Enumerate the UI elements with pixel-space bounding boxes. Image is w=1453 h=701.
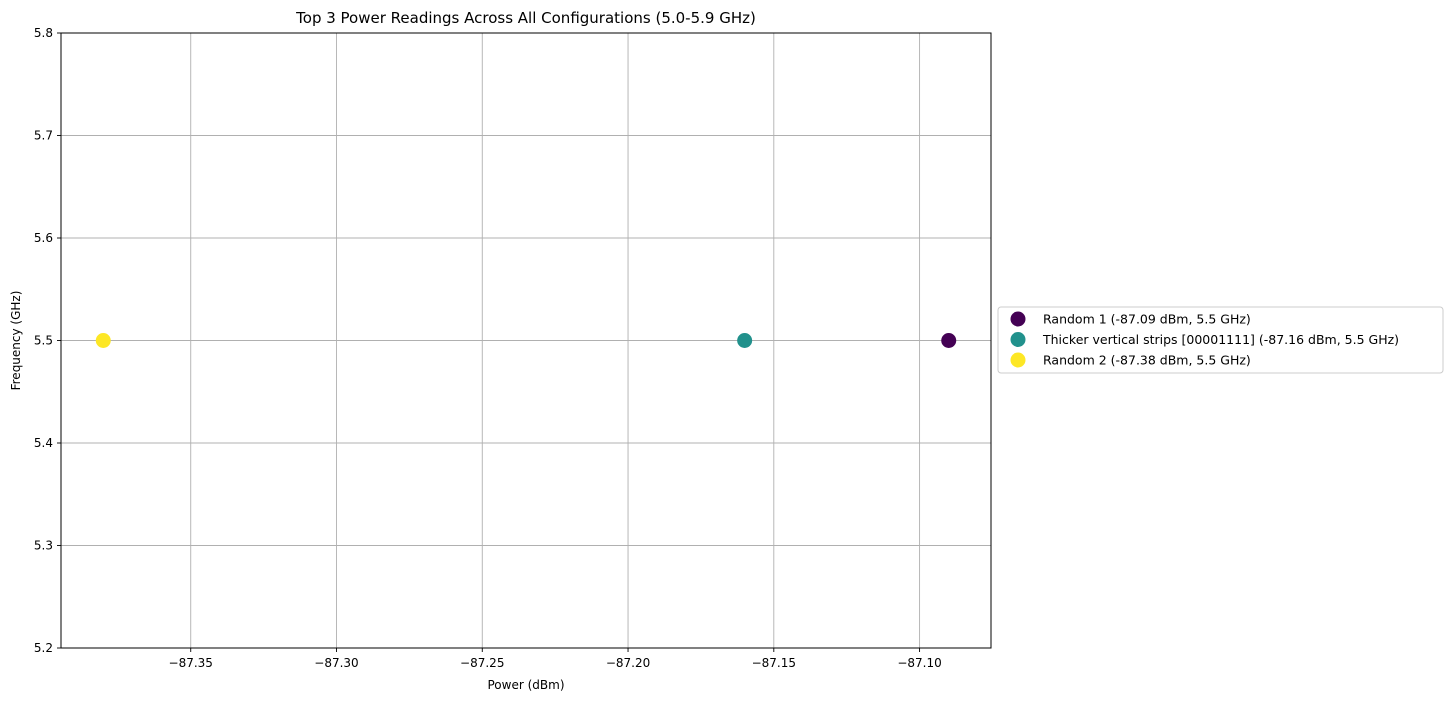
x-tick-label: −87.35: [169, 656, 213, 670]
grid-lines: [61, 32, 991, 649]
legend-label: Random 1 (-87.09 dBm, 5.5 GHz): [1043, 312, 1251, 327]
x-tick-label: −87.10: [897, 656, 941, 670]
legend: Random 1 (-87.09 dBm, 5.5 GHz) Thicker ve…: [997, 306, 1444, 374]
y-tick-label: 5.6: [34, 231, 53, 245]
x-tick-label: −87.20: [606, 656, 650, 670]
legend-marker: [1010, 311, 1026, 327]
data-point: [95, 333, 111, 348]
y-tick-label: 5.2: [34, 641, 53, 655]
y-tick-label: 5.8: [34, 26, 53, 40]
data-point: [941, 333, 957, 348]
legend-label: Thicker vertical strips [00001111] (-87.…: [1042, 332, 1399, 347]
legend-label: Random 2 (-87.38 dBm, 5.5 GHz): [1043, 353, 1251, 368]
x-tick-label: −87.30: [314, 656, 358, 670]
data-point: [737, 333, 753, 348]
x-tick-label: −87.25: [460, 656, 504, 670]
y-axis-label: Frequency (GHz): [9, 291, 23, 391]
legend-marker: [1010, 352, 1026, 368]
legend-box: [997, 306, 1444, 374]
x-axis-label: Power (dBm): [488, 678, 565, 692]
legend-marker: [1010, 332, 1026, 347]
chart-title: Top 3 Power Readings Across All Configur…: [295, 9, 756, 27]
y-tick-label: 5.7: [34, 129, 53, 143]
axis-ticks: −87.35 −87.30 −87.25 −87.20 −87.15 −87.10 5.2 5…: [34, 26, 942, 670]
y-tick-label: 5.4: [34, 436, 53, 450]
y-tick-label: 5.5: [34, 334, 53, 348]
data-points: [95, 333, 957, 348]
x-tick-label: −87.15: [752, 656, 796, 670]
y-tick-label: 5.3: [34, 539, 53, 553]
